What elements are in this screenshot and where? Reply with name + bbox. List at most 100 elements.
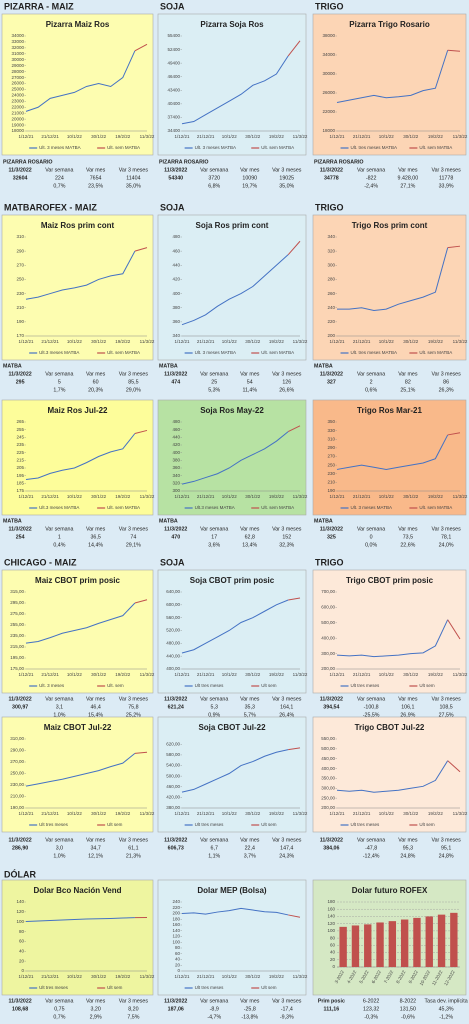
x-tick-label: 19/2/22 [269,811,285,816]
legend-label: Ult. sem MATBA [107,350,140,355]
y-tick-label: 100 [327,928,335,933]
x-tick-label: 1/12/21 [18,974,34,979]
table-header: 11/3/2022 [164,167,187,173]
table-pct: 0,0% [365,542,377,548]
x-tick-label: 21/12/21 [41,134,59,139]
x-tick-label: 30/1/22 [245,494,261,499]
y-tick-label: 0 [332,964,335,969]
table-pct: 5,3% [208,387,220,393]
y-tick-label: 29000 [11,63,24,68]
table-value: 8,20 [128,1006,138,1012]
table-pct: 21,3% [126,853,141,859]
y-tick-label: 340 [327,234,335,239]
table-pct: -2,4% [364,183,378,189]
table-header: 11/3/2022 [8,696,31,702]
y-tick-label: 250 [16,277,24,282]
x-tick-label: 30/1/22 [403,811,419,816]
y-tick-label: 380,00 [166,805,180,810]
table-value: 86 [443,379,449,385]
y-tick-label: 480 [172,234,180,239]
x-tick-label: 30/1/22 [403,134,419,139]
y-tick-label: 200 [327,333,335,338]
y-tick-label: 185 [16,481,24,486]
y-tick-label: 230 [327,471,335,476]
table-header: Var semana [200,837,228,843]
y-tick-label: 26000 [11,81,24,86]
bar [400,919,409,967]
series-line [287,425,301,433]
x-tick-label: 19/2/22 [115,811,131,816]
y-tick-label: 27000 [11,75,24,80]
y-tick-label: 400 [172,450,180,455]
series-line [134,751,148,754]
y-tick-label: 22000 [11,104,24,109]
y-tick-label: 250 [327,462,335,467]
x-tick-label: 19/2/22 [428,672,444,677]
table-header: Var 3 meses [119,696,149,702]
x-tick-label: 30/1/22 [91,494,107,499]
x-tick-label: 21/12/21 [197,134,215,139]
table-header: Var mes [398,526,418,532]
table-pct: 7,5% [127,1014,139,1020]
bar [339,926,347,967]
y-tick-label: 60 [19,939,25,944]
y-tick-label: 460 [172,248,180,253]
series-line [287,40,301,57]
y-tick-label: 330 [327,428,335,433]
table-value: 3,1 [56,704,63,710]
table-pct: 26,9% [400,712,415,718]
y-tick-label: 400,00 [321,766,335,771]
y-tick-label: 620,00 [166,741,180,746]
y-tick-label: 480 [172,419,180,424]
y-tick-label: 20 [19,958,25,963]
y-tick-label: 220 [172,905,180,910]
y-tick-label: 250,00 [10,771,24,776]
legend-label: Ult. 3 meses MATBA [351,505,392,510]
table-header: Var mes [398,696,418,702]
chart-title: Pizarra Trigo Rosario [349,20,430,29]
table-value: 470 [171,534,180,540]
table-header: 8-2022 [400,998,417,1004]
series-line [336,50,449,103]
legend-label: Ult. sem MATBA [419,350,452,355]
y-tick-label: 195,00 [10,655,24,660]
table-header: Var semana [45,371,73,377]
x-tick-label: 21/12/21 [41,811,59,816]
y-tick-label: 200,00 [321,805,335,810]
table-pct: 1,0% [53,712,65,718]
y-tick-label: 26000 [322,90,335,95]
y-tick-label: 460 [172,427,180,432]
legend-label: Ult tres meses [39,985,69,990]
x-tick-label: 19/2/22 [115,974,131,979]
legend-label: Ult tres meses [195,822,225,827]
table-header: 11/3/2022 [8,998,31,1004]
bar [450,912,458,967]
table-header: Var mes [398,837,418,843]
bar [388,921,397,967]
chart-title: Maiz CBOT prim posic [35,576,120,585]
table-pct: 1,0% [53,853,65,859]
x-tick-label: 30/1/22 [245,339,261,344]
x-tick-label: 10/1/22 [67,811,83,816]
chart-title: Soja CBOT prim posic [190,576,275,585]
x-tick-label: 30/1/22 [403,672,419,677]
series-line [336,434,449,470]
table-label: MATBA [159,363,178,369]
x-tick-label: 30/1/22 [245,974,261,979]
y-tick-label: 320 [327,248,335,253]
y-tick-label: 28000 [11,69,24,74]
y-tick-label: 215,00 [10,644,24,649]
y-tick-label: 270 [16,262,24,267]
table-header: Var mes [240,696,260,702]
x-tick-label: 11/3/22 [453,672,468,677]
x-tick-label: 30/1/22 [245,811,261,816]
table-value: 1 [58,534,61,540]
x-tick-label: 21/12/21 [353,134,371,139]
x-tick-label: 1/12/21 [18,811,34,816]
x-tick-label: 11/3/22 [140,811,155,816]
section-header: DÓLAR [4,868,36,879]
panel [157,13,307,156]
y-tick-label: 40 [175,957,181,962]
table-value: 325 [327,534,336,540]
panel [1,879,154,996]
